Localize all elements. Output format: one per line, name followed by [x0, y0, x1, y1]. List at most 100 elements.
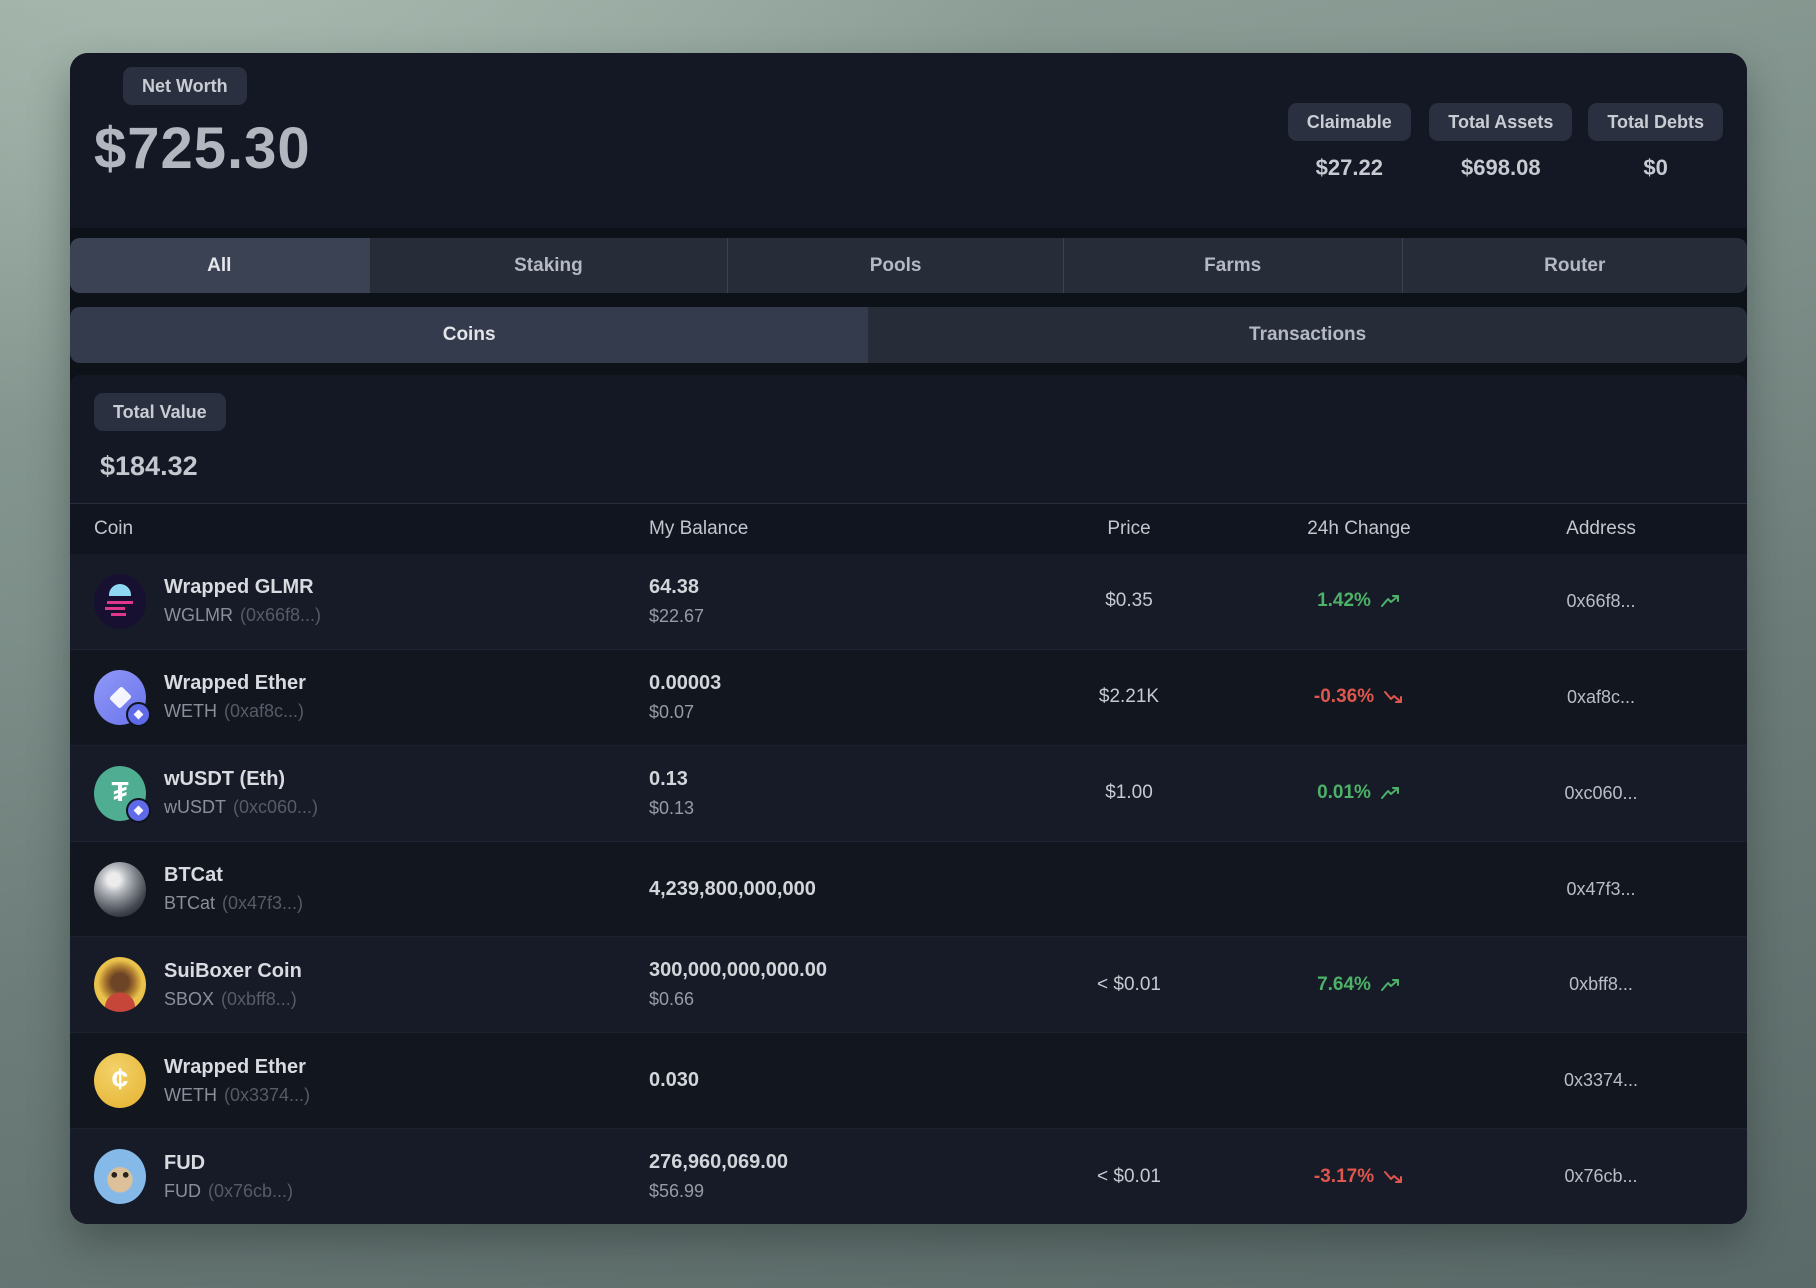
- total-assets-value: $698.08: [1461, 155, 1541, 180]
- trend-down-icon: [1384, 691, 1403, 704]
- claimable-badge: Claimable: [1287, 103, 1411, 141]
- coin-cell: wUSDT (Eth) wUSDT (0xc060...): [94, 765, 649, 823]
- coin-cell: Wrapped Ether WETH (0xaf8c...): [94, 669, 649, 727]
- address-cell[interactable]: 0xaf8c...: [1566, 686, 1636, 707]
- coin-symbol: SBOX: [164, 988, 215, 1009]
- change-cell: -0.36%: [1239, 686, 1479, 708]
- price-cell: $1.00: [1105, 782, 1153, 804]
- coin-address-short: (0xc060...): [233, 797, 319, 818]
- tab-pools[interactable]: Pools: [727, 238, 1063, 293]
- coin-name: Wrapped Ether: [164, 1055, 306, 1078]
- change-percent: 1.42%: [1317, 590, 1371, 612]
- fud-pug-icon: [94, 1149, 146, 1205]
- column-header-24h-change: 24h Change: [1307, 518, 1411, 539]
- coin-name: Wrapped Ether: [164, 672, 306, 695]
- address-cell[interactable]: 0x66f8...: [1566, 590, 1636, 611]
- tab-farms[interactable]: Farms: [1062, 238, 1402, 293]
- column-header-price: Price: [1107, 518, 1151, 539]
- price-cell: < $0.01: [1097, 1165, 1161, 1187]
- coins-section: Total Value $184.32 Coin My Balance Pric…: [70, 375, 1747, 1224]
- column-header-coin: Coin: [94, 518, 134, 539]
- claimable-value: $27.22: [1315, 155, 1383, 180]
- balance-amount: 300,000,000,000.00: [649, 959, 827, 982]
- coin-address-short: (0x3374...): [224, 1084, 311, 1105]
- price-cell: < $0.01: [1097, 973, 1161, 995]
- moonbeam-wglmr-icon: [94, 573, 146, 629]
- change-cell: 1.42%: [1239, 590, 1479, 612]
- coin-symbol: WETH: [164, 701, 217, 722]
- balance-usd: $22.67: [649, 605, 705, 626]
- coin-name: BTCat: [164, 864, 223, 886]
- coin-name: Wrapped GLMR: [164, 576, 314, 599]
- table-row[interactable]: BTCat BTCat (0x47f3...) 4,239,800,000,000…: [70, 840, 1747, 937]
- balance-usd: $0.66: [649, 989, 695, 1010]
- coin-symbol: FUD: [164, 1180, 201, 1201]
- table-header: Coin My Balance Price 24h Change Address: [70, 503, 1747, 554]
- table-row[interactable]: Wrapped GLMR WGLMR (0x66f8...) 64.38 $22.…: [70, 554, 1747, 649]
- tab-router[interactable]: Router: [1401, 238, 1747, 293]
- table-row[interactable]: wUSDT (Eth) wUSDT(0xc060...) 0.13 $0.13 …: [70, 744, 1747, 841]
- view-tab-bar: Coins Transactions: [70, 307, 1747, 363]
- balance-cell: 0.13 $0.13: [649, 768, 1019, 819]
- coin-symbol: wUSDT: [164, 797, 226, 818]
- change-percent: 7.64%: [1317, 973, 1371, 995]
- balance-cell: 0.030: [649, 1069, 1019, 1092]
- coin-cell: SuiBoxer Coin SBOX (0xbff8...): [94, 957, 649, 1013]
- total-value-amount: $184.32: [100, 451, 198, 481]
- change-percent: -3.17%: [1313, 1165, 1375, 1187]
- change-percent: 0.01%: [1317, 782, 1371, 804]
- tab-all[interactable]: All: [70, 238, 369, 293]
- suiboxer-dog-icon: [94, 957, 146, 1013]
- balance-usd: $0.07: [649, 701, 695, 722]
- total-assets-badge: Total Assets: [1429, 103, 1573, 141]
- coin-cell: BTCat BTCat (0x47f3...): [94, 861, 649, 917]
- address-cell[interactable]: 0xbff8...: [1569, 974, 1633, 995]
- coin-cell: FUD FUD (0x76cb...): [94, 1149, 649, 1205]
- stat-total-assets: Total Assets $698.08: [1429, 103, 1573, 181]
- address-cell[interactable]: 0x47f3...: [1566, 878, 1636, 899]
- ethereum-network-badge: [126, 701, 151, 727]
- coin-symbol: BTCat: [164, 893, 216, 913]
- address-cell[interactable]: 0x76cb...: [1564, 1166, 1638, 1187]
- trend-down-icon: [1384, 1170, 1403, 1183]
- total-value-summary: Total Value $184.32: [70, 375, 1747, 503]
- coin-address-short: (0x66f8...): [240, 605, 322, 626]
- balance-cell: 0.00003 $0.07: [649, 672, 1019, 723]
- tether-wusdt-icon: [94, 765, 151, 823]
- category-tab-bar: All Staking Pools Farms Router: [70, 238, 1747, 293]
- total-debts-value: $0: [1643, 155, 1668, 180]
- price-cell: $2.21K: [1098, 686, 1160, 708]
- coin-name: FUD: [164, 1151, 206, 1174]
- tab-staking[interactable]: Staking: [368, 238, 728, 293]
- price-cell: $0.35: [1105, 590, 1153, 612]
- tab-transactions[interactable]: Transactions: [868, 307, 1747, 363]
- change-cell: -3.17%: [1239, 1166, 1479, 1188]
- header-stats: Claimable $27.22 Total Assets $698.08 To…: [1285, 103, 1723, 181]
- column-header-my-balance: My Balance: [649, 518, 749, 539]
- table-row[interactable]: Wrapped Ether WETH (0xaf8c...) 0.00003 $0…: [70, 648, 1747, 745]
- net-worth-header: Net Worth $725.30 Claimable $27.22 Total…: [70, 53, 1747, 228]
- coin-address-short: (0xaf8c...): [224, 701, 305, 722]
- net-worth-badge: Net Worth: [123, 67, 247, 105]
- address-cell[interactable]: 0x3374...: [1563, 1070, 1639, 1091]
- total-value-badge: Total Value: [94, 393, 226, 431]
- coin-symbol: WETH: [164, 1084, 217, 1105]
- ethereum-network-badge: [126, 797, 151, 823]
- table-row[interactable]: SuiBoxer Coin SBOX (0xbff8...) 300,000,00…: [70, 936, 1747, 1033]
- balance-amount: 0.00003: [649, 671, 722, 694]
- coin-name: wUSDT (Eth): [164, 768, 286, 791]
- coin-address-short: (0x76cb...): [208, 1180, 294, 1201]
- balance-cell: 4,239,800,000,000: [649, 878, 1019, 901]
- tab-coins[interactable]: Coins: [70, 307, 869, 363]
- coin-address-short: (0xbff8...): [221, 988, 297, 1009]
- btcat-cat-icon: [94, 861, 146, 917]
- trend-up-icon: [1380, 978, 1399, 991]
- balance-amount: 4,239,800,000,000: [649, 877, 816, 900]
- table-row[interactable]: Wrapped Ether WETH (0x3374...) 0.030 0x33…: [70, 1032, 1747, 1129]
- column-header-address: Address: [1566, 518, 1636, 539]
- address-cell[interactable]: 0xc060...: [1564, 782, 1638, 803]
- trend-up-icon: [1380, 787, 1399, 800]
- balance-amount: 0.030: [649, 1069, 700, 1092]
- portfolio-panel: Net Worth $725.30 Claimable $27.22 Total…: [70, 53, 1747, 1224]
- table-row[interactable]: FUD FUD (0x76cb...) 276,960,069.00 $56.99…: [70, 1128, 1747, 1224]
